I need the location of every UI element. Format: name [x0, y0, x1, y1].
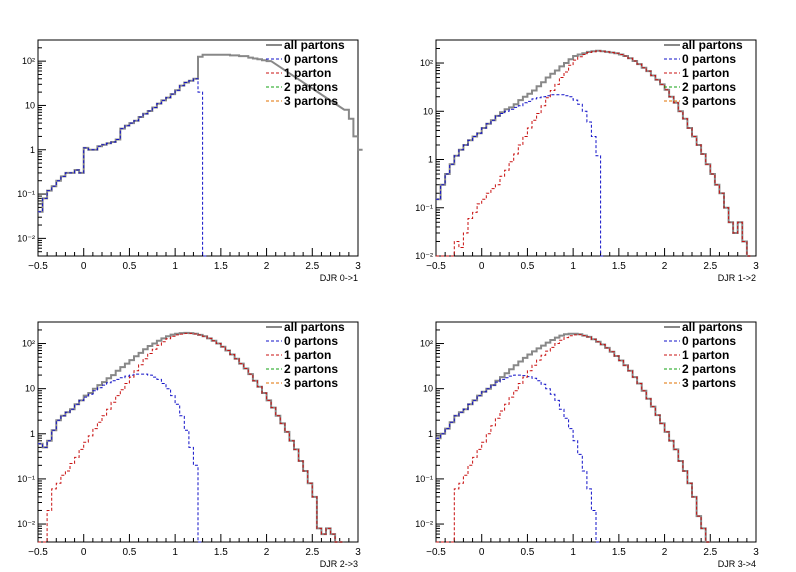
x-tick-label: 0 — [81, 261, 87, 272]
legend-label: all partons — [682, 38, 743, 52]
legend-label: 2 partons — [284, 80, 338, 94]
x-tick-label: 2.5 — [703, 261, 717, 272]
legend-label: 0 partons — [284, 334, 338, 348]
y-tick-label: 10⁻¹ — [17, 474, 35, 484]
x-tick-label: 1.5 — [214, 261, 228, 272]
x-tick-label: 0 — [81, 547, 87, 558]
x-tick-label: 2 — [264, 547, 270, 558]
series-0-partons — [436, 94, 606, 257]
legend-label: 1 parton — [682, 348, 729, 362]
legend-label: 3 partons — [682, 376, 736, 390]
y-tick-label: 10⁻² — [415, 519, 433, 529]
series-0-partons — [436, 374, 601, 543]
x-axis-title: DJR 0->1 — [320, 273, 358, 283]
y-tick-label: 1 — [428, 429, 433, 439]
y-tick-label: 10 — [25, 384, 35, 394]
x-tick-label: 2.5 — [305, 547, 319, 558]
djr-0-1-panel: −0.5 0 0.5 1 1.5 2 2.5 3 10⁻² 10⁻¹ 1 10 10² DJR 0->1 a… — [17, 38, 363, 283]
x-tick-label: 1 — [570, 261, 576, 272]
legend-label: all partons — [284, 38, 345, 52]
y-tick-label: 10⁻² — [17, 519, 35, 529]
x-tick-label: 1.5 — [612, 547, 626, 558]
x-tick-label: 3 — [753, 547, 759, 558]
legend-label: 2 partons — [682, 80, 736, 94]
legend-label: 0 partons — [682, 52, 736, 66]
y-tick-label: 10² — [22, 56, 35, 66]
legend-label: 3 partons — [284, 376, 338, 390]
djr-2-3-panel: −0.5 0 0.5 1 1.5 2 2.5 3 10⁻² 10⁻¹ 1 10 10² DJR 2->3 a… — [17, 320, 361, 569]
y-tick-label: 10 — [423, 106, 433, 116]
y-tick-label: 10⁻¹ — [17, 189, 35, 199]
legend-label: 3 partons — [284, 94, 338, 108]
x-tick-label: 3 — [355, 547, 361, 558]
y-tick-label: 10⁻² — [17, 233, 35, 243]
y-tick-label: 1 — [30, 145, 35, 155]
x-tick-label: 2 — [662, 261, 668, 272]
y-tick-label: 10² — [420, 58, 433, 68]
x-tick-label: −0.5 — [28, 547, 48, 558]
x-tick-label: 1 — [172, 261, 178, 272]
y-tick-label: 10⁻¹ — [415, 203, 433, 213]
x-tick-label: 1.5 — [612, 261, 626, 272]
plot-frame — [37, 321, 359, 543]
legend-label: all partons — [284, 320, 345, 334]
y-tick-label: 10 — [423, 384, 433, 394]
y-tick-label: 10 — [25, 100, 35, 110]
x-tick-label: 3 — [355, 261, 361, 272]
x-tick-label: 2.5 — [305, 261, 319, 272]
x-tick-label: 0 — [479, 547, 485, 558]
x-tick-label: 0.5 — [520, 261, 534, 272]
legend-label: 1 parton — [284, 66, 331, 80]
legend-label: 0 partons — [682, 334, 736, 348]
legend-label: 1 parton — [284, 348, 331, 362]
x-tick-label: 2 — [264, 261, 270, 272]
legend-label: 2 partons — [682, 362, 736, 376]
x-tick-label: −0.5 — [426, 261, 446, 272]
legend-label: 1 parton — [682, 66, 729, 80]
y-tick-label: 1 — [428, 155, 433, 165]
x-tick-label: −0.5 — [28, 261, 48, 272]
x-tick-label: 1 — [570, 547, 576, 558]
djr-3-4-panel: −0.5 0 0.5 1 1.5 2 2.5 3 10⁻² 10⁻¹ 1 10 10² DJR 3->4 a… — [415, 320, 759, 569]
x-tick-label: 0.5 — [122, 547, 136, 558]
x-tick-label: 0.5 — [122, 261, 136, 272]
y-tick-label: 10² — [22, 339, 35, 349]
djr-1-2-panel: −0.5 0 0.5 1 1.5 2 2.5 3 10⁻² 10⁻¹ 1 10 10² DJR 1->2 a… — [415, 38, 759, 283]
x-axis-title: DJR 3->4 — [718, 559, 756, 569]
y-tick-label: 1 — [30, 429, 35, 439]
legend-label: all partons — [682, 320, 743, 334]
y-tick-label: 10⁻¹ — [415, 474, 433, 484]
x-tick-label: 3 — [753, 261, 759, 272]
x-axis-title: DJR 1->2 — [718, 273, 756, 283]
plot-frame — [435, 39, 757, 257]
x-tick-label: 0 — [479, 261, 485, 272]
x-tick-label: 0.5 — [520, 547, 534, 558]
series-1-parton — [436, 50, 752, 257]
x-tick-label: −0.5 — [426, 547, 446, 558]
series-1-parton — [436, 334, 711, 543]
x-tick-label: 2.5 — [703, 547, 717, 558]
x-tick-label: 1.5 — [214, 547, 228, 558]
legend-label: 3 partons — [682, 94, 736, 108]
series-0-partons — [38, 78, 208, 257]
y-tick-label: 10² — [420, 339, 433, 349]
y-tick-label: 10⁻² — [415, 251, 433, 261]
legend-label: 2 partons — [284, 362, 338, 376]
x-tick-label: 1 — [172, 547, 178, 558]
series-0-partons — [38, 373, 203, 543]
x-tick-label: 2 — [662, 547, 668, 558]
legend-label: 0 partons — [284, 52, 338, 66]
x-axis-title: DJR 2->3 — [320, 559, 358, 569]
